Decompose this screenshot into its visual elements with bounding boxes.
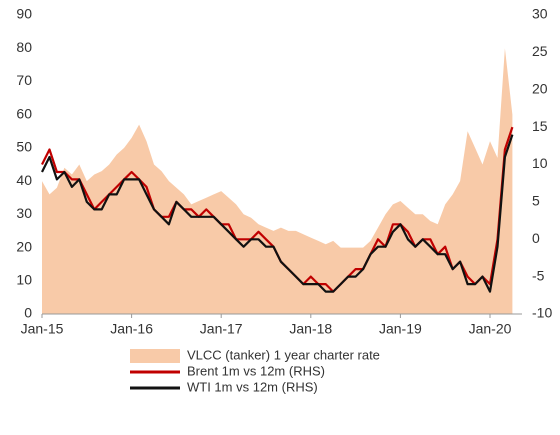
y-tick-label: 0: [24, 305, 32, 321]
y2-tick-label: 25: [532, 43, 548, 59]
y2-tick-label: 10: [532, 155, 548, 171]
y-tick-label: 90: [16, 6, 32, 22]
x-tick-label: Jan-20: [469, 321, 512, 337]
y-tick-label: 40: [16, 172, 32, 188]
x-tick-label: Jan-17: [200, 321, 243, 337]
x-tick-label: Jan-15: [21, 321, 64, 337]
legend-label: Brent 1m vs 12m (RHS): [187, 363, 325, 378]
y2-tick-label: 15: [532, 118, 548, 134]
area: [42, 48, 513, 314]
y-tick-label: 30: [16, 205, 32, 221]
x-tick-label: Jan-16: [110, 321, 153, 337]
y-tick-label: 70: [16, 72, 32, 88]
y-tick-label: 60: [16, 105, 32, 121]
y-tick-label: 50: [16, 139, 32, 155]
y-tick-label: 80: [16, 39, 32, 55]
y-tick-label: 20: [16, 238, 32, 254]
y2-tick-label: 30: [532, 6, 548, 22]
y-tick-label: 10: [16, 271, 32, 287]
x-tick-label: Jan-18: [289, 321, 332, 337]
y2-tick-label: 5: [532, 193, 540, 209]
x-tick-label: Jan-19: [379, 321, 422, 337]
y2-tick-label: 0: [532, 230, 540, 246]
y2-tick-label: -5: [532, 267, 545, 283]
legend-label: VLCC (tanker) 1 year charter rate: [187, 347, 380, 362]
y2-tick-label: 20: [532, 80, 548, 96]
line: [41, 134, 514, 293]
legend-swatch: [130, 349, 180, 363]
y2-tick-label: -10: [532, 305, 552, 321]
legend-label: WTI 1m vs 12m (RHS): [187, 379, 318, 394]
